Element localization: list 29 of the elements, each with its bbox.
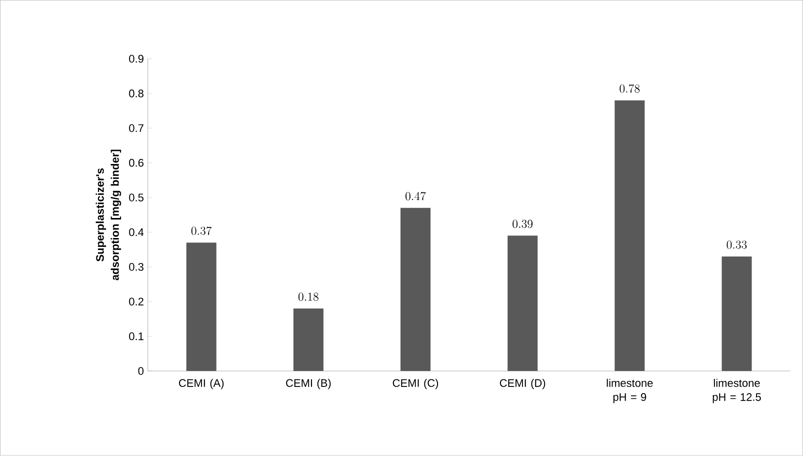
- bar: [400, 208, 431, 372]
- bar: [722, 256, 752, 372]
- y-tick-label: 0.5: [129, 194, 144, 202]
- x-tick-label: CEMI (A): [178, 378, 224, 390]
- y-tick-label: 0.8: [129, 90, 144, 98]
- bar: [508, 236, 538, 372]
- data-label: 0.39: [512, 220, 533, 228]
- data-label: 0.37: [191, 226, 212, 236]
- y-tick-label: 0.4: [129, 228, 144, 236]
- y-tick-label: 0.9: [129, 54, 144, 63]
- y-tick-label: 0.6: [129, 159, 144, 167]
- data-label: 0. 18: [298, 292, 318, 302]
- bar: [186, 242, 216, 372]
- x-tick-label: limestone pH = 9: [606, 378, 653, 404]
- data-label: 0.33: [726, 240, 747, 249]
- y-tick-label: 0: [138, 367, 144, 375]
- x-tick-label: CEMI (B): [286, 378, 331, 390]
- data-label: 0.47: [406, 192, 426, 200]
- bar: [614, 100, 645, 372]
- data-label: 0.78: [620, 84, 640, 93]
- y-tick-label: 0.2: [129, 298, 144, 306]
- bar: [293, 308, 324, 372]
- y-tick-label: 0.7: [129, 124, 144, 132]
- x-tick-label: CEMI (C): [392, 378, 438, 390]
- x-tick-label: CEMI (D): [500, 378, 546, 390]
- x-tick-label: limestone pH = 12.5: [712, 378, 761, 404]
- y-tick-label: 0.3: [129, 263, 144, 271]
- y-tick-label: 0.1: [129, 332, 144, 340]
- y-axis-title: Superplasticizer's adsorption [mg/g binder]: [96, 150, 122, 280]
